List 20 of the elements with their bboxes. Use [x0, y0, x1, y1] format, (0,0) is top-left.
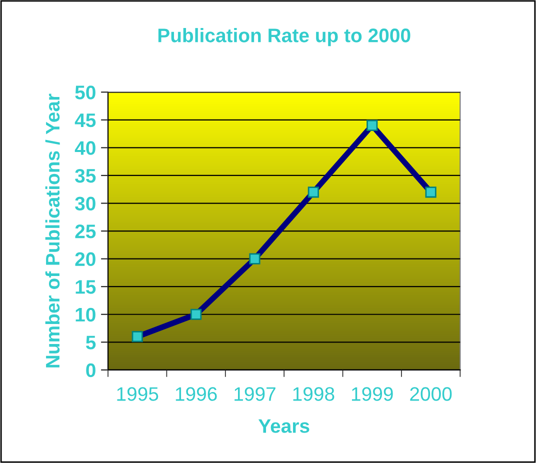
y-tick-label: 50 — [75, 86, 96, 100]
x-tick-label: 1995 — [117, 387, 158, 401]
y-tick-label: 0 — [86, 363, 96, 378]
y-tick-label: 30 — [75, 196, 96, 211]
y-tick-label: 5 — [86, 336, 96, 350]
x-tick-label: 1997 — [234, 387, 276, 401]
y-axis-title: Number of Publications / Year — [45, 94, 60, 368]
y-tick-label: 45 — [74, 114, 96, 128]
x-tick-label: 1996 — [176, 387, 217, 401]
y-tick-label: 10 — [76, 308, 96, 322]
y-tick-label: 25 — [75, 224, 96, 238]
y-tick-label: 20 — [75, 252, 96, 266]
x-tick-label: 1998 — [293, 387, 334, 401]
x-tick-label: 2000 — [410, 387, 452, 401]
x-tick-label: 1999 — [352, 387, 393, 401]
y-tick-label: 35 — [75, 168, 96, 183]
y-tick-label: 15 — [76, 280, 96, 294]
chart-title: Publication Rate up to 2000 — [158, 28, 410, 46]
y-tick-label: 40 — [74, 141, 96, 155]
x-axis-title: Years — [258, 419, 310, 433]
